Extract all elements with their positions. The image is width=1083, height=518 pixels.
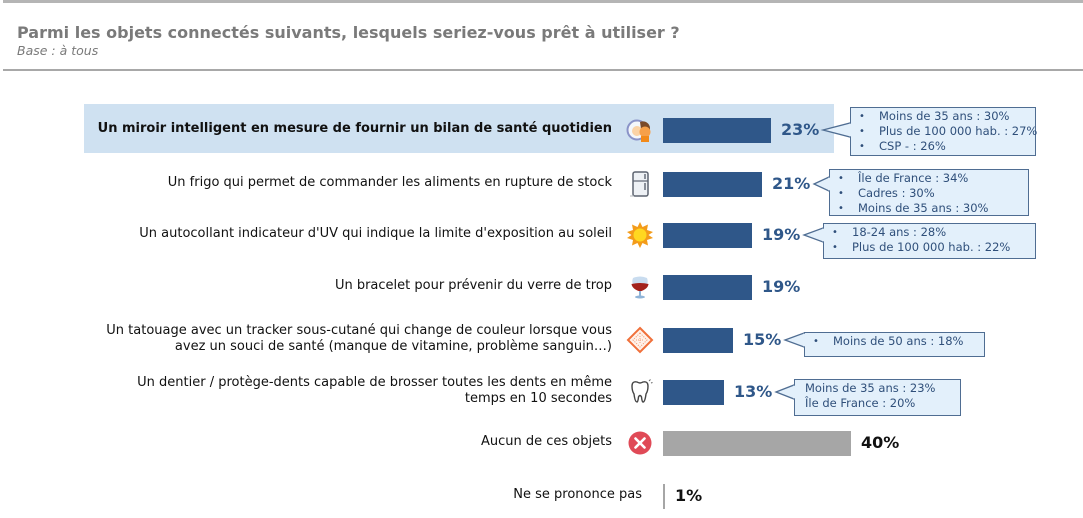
chart-subtitle: Base : à tous [17,43,99,58]
callout-item: Cadres : 30% [838,186,1020,201]
bar [663,431,851,456]
row-label: Un autocollant indicateur d'UV qui indiq… [139,226,612,242]
callout-item: 18-24 ans : 28% [832,225,1027,240]
row-label-line: Un miroir intelligent en mesure de fourn… [97,121,612,136]
callout-list: Moins de 35 ans : 30%Plus de 100 000 hab… [859,109,1037,154]
row-label: Un tatouage avec un tracker sous-cutané … [106,323,612,355]
callout-item: Plus de 100 000 hab. : 22% [832,240,1027,255]
row-label: Un miroir intelligent en mesure de fourn… [98,121,612,137]
bar [663,172,762,197]
callout-pointer [820,122,854,138]
row-label-line: avez un souci de santé (manque de vitami… [174,339,612,354]
callout-pointer [783,332,808,348]
header-divider [3,69,1083,71]
callout-pointer [802,227,827,243]
segment-callout: 18-24 ans : 28%Plus de 100 000 hab. : 22… [823,223,1036,259]
tooth-icon [626,378,654,406]
row-label-line: Un bracelet pour prévenir du verre de tr… [334,278,612,293]
value-label: 15% [743,330,782,349]
bar [663,484,665,509]
callout-item: Plus de 100 000 hab. : 27% [859,124,1037,139]
callout-pointer [774,384,798,400]
value-label: 19% [762,225,801,244]
value-label: 23% [781,120,820,139]
sun-icon [626,221,654,249]
value-label: 21% [772,174,811,193]
bar [663,380,724,405]
segment-callout: Moins de 50 ans : 18% [804,332,985,357]
row-label-line: Un dentier / protège-dents capable de br… [137,375,612,390]
row-label-line: Un frigo qui permet de commander les ali… [167,175,612,190]
callout-item: Moins de 35 ans : 30% [838,201,1020,216]
callout-list: Moins de 50 ans : 18% [813,334,976,349]
value-label: 40% [861,433,900,452]
wine-glass-icon [626,273,654,301]
callout-list: Île de France : 34%Cadres : 30%Moins de … [838,171,1020,216]
chart-title: Parmi les objets connectés suivants, les… [17,23,680,42]
bar [663,118,771,143]
tattoo-diamond-icon [626,326,654,354]
value-label: 1% [675,486,703,505]
value-label: 19% [762,277,801,296]
row-label-line: Aucun de ces objets [480,434,612,449]
callout-list: Moins de 35 ans : 23% Île de France : 20% [803,381,952,411]
fridge-icon [626,170,654,198]
callout-item: Moins de 35 ans : 23% [805,381,936,395]
row-label-line: temps en 10 secondes [464,391,612,406]
row-label: Un bracelet pour prévenir du verre de tr… [335,278,612,294]
row-label-line: Un autocollant indicateur d'UV qui indiq… [139,226,612,241]
value-label: 13% [734,382,773,401]
cross-circle-icon [626,429,654,457]
segment-callout: Moins de 35 ans : 23% Île de France : 20% [794,379,961,416]
segment-callout: Moins de 35 ans : 30%Plus de 100 000 hab… [850,107,1037,156]
callout-item: Moins de 35 ans : 30% [859,109,1027,124]
callout-item: Île de France : 20% [805,396,916,410]
smart-mirror-icon [626,116,654,144]
row-label: Aucun de ces objets [481,434,612,450]
callout-item: CSP - : 26% [859,139,1027,154]
row-label: Ne se prononce pas [513,487,642,503]
callout-item: Moins de 50 ans : 18% [813,334,976,349]
row-label: Un frigo qui permet de commander les ali… [168,175,612,191]
top-border [3,0,1083,3]
callout-item: Île de France : 34% [838,171,1020,186]
row-label-line: Ne se prononce pas [513,487,642,502]
bar [663,328,733,353]
segment-callout: Île de France : 34%Cadres : 30%Moins de … [829,169,1029,216]
bar [663,275,752,300]
callout-pointer [812,175,833,193]
callout-list: 18-24 ans : 28%Plus de 100 000 hab. : 22… [832,225,1027,255]
row-label-line: Un tatouage avec un tracker sous-cutané … [106,323,612,338]
row-label: Un dentier / protège-dents capable de br… [137,375,612,407]
bar [663,223,752,248]
